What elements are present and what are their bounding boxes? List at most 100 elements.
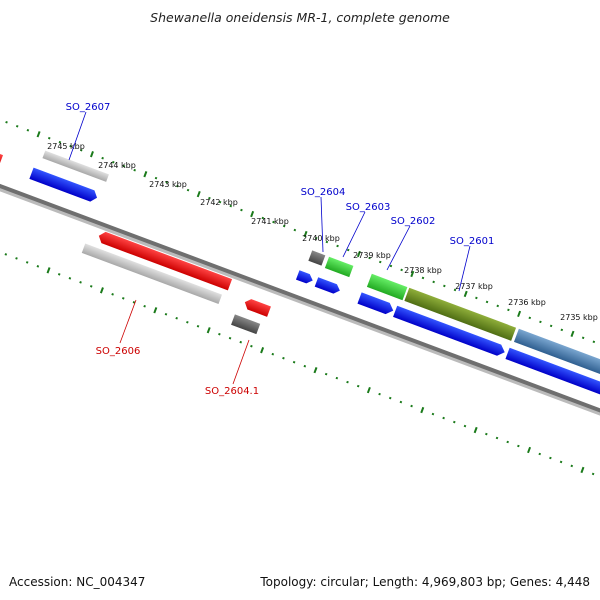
gene-label-so-2604[interactable]: SO_2604 [301, 187, 346, 198]
minor-tick [507, 308, 510, 312]
map-title: Shewanella oneidensis MR-1, complete gen… [150, 10, 450, 25]
feature-olive-forward[interactable] [404, 287, 517, 341]
minor-tick [196, 324, 200, 328]
minor-tick [453, 420, 456, 424]
feature-grey-light-forward[interactable] [42, 150, 109, 182]
major-tick [206, 327, 211, 334]
minor-tick [591, 472, 595, 476]
minor-tick [475, 296, 478, 300]
gene-label-so-2603[interactable]: SO_2603 [346, 202, 391, 213]
minor-tick [15, 257, 18, 260]
minor-tick [143, 304, 146, 308]
minor-tick [570, 464, 574, 468]
minor-tick [79, 148, 83, 152]
scale-label: 2739 kbp [353, 251, 391, 260]
minor-tick [218, 332, 221, 336]
minor-tick [15, 124, 19, 128]
feature-green-forward[interactable] [366, 273, 408, 301]
minor-tick [154, 176, 158, 180]
outer-tick-track [5, 120, 596, 344]
gene-label-so-2602[interactable]: SO_2602 [391, 216, 436, 227]
minor-tick [186, 188, 190, 192]
minor-tick [89, 285, 93, 288]
scale-label: 2740 kbp [302, 234, 340, 243]
gene-label-so-2601[interactable]: SO_2601 [450, 236, 495, 247]
minor-tick [112, 160, 115, 164]
feature-blue-arrow-small[interactable] [295, 270, 314, 285]
minor-tick [549, 456, 552, 460]
minor-tick [325, 240, 329, 244]
minor-tick [208, 196, 211, 200]
scale-label: 2741 kbp [251, 217, 289, 226]
feature-red-arrow-2604-1[interactable] [243, 297, 271, 317]
minor-tick [25, 261, 29, 264]
minor-tick [400, 268, 403, 272]
label-leaders [68, 111, 471, 385]
minor-tick [228, 336, 232, 340]
minor-tick [346, 248, 350, 252]
minor-tick [356, 384, 360, 388]
major-tick [410, 270, 415, 278]
scale-label: 2742 kbp [200, 198, 238, 207]
feature-blue-arrow-2607[interactable] [29, 167, 99, 204]
major-tick [46, 267, 51, 274]
major-tick [527, 446, 532, 454]
feature-blue-arrow-2602[interactable] [357, 292, 395, 316]
feature-grey-dark-reverse[interactable] [231, 314, 261, 335]
major-tick [570, 330, 575, 338]
minor-tick [432, 280, 435, 284]
minor-tick [443, 284, 446, 288]
minor-tick [592, 340, 596, 344]
minor-tick [495, 436, 499, 440]
minor-tick [272, 220, 275, 224]
gene-label-so-2606[interactable]: SO_2606 [96, 346, 141, 357]
feature-blue-arrow-2603[interactable] [314, 277, 342, 295]
minor-tick [335, 376, 339, 380]
minor-tick [121, 296, 125, 300]
feature-red-arrow-2606[interactable] [97, 230, 233, 291]
minor-tick [69, 144, 72, 148]
major-tick [356, 250, 361, 258]
scale-label: 2738 kbp [404, 266, 442, 275]
minor-tick [506, 440, 509, 444]
minor-tick [68, 277, 72, 280]
minor-tick [240, 208, 243, 212]
minor-tick [528, 316, 532, 320]
minor-tick [229, 204, 233, 208]
scale-label: 2737 kbp [455, 282, 493, 291]
gene-label-so-2604-1[interactable]: SO_2604.1 [205, 386, 259, 397]
major-tick [303, 230, 308, 238]
gene-label-so-2607[interactable]: SO_2607 [66, 102, 111, 113]
feature-blue-arrow-right[interactable] [505, 347, 600, 404]
inner-tick-track [4, 253, 595, 476]
feature-green-small-forward[interactable] [324, 256, 354, 278]
minor-tick [261, 216, 265, 220]
minor-tick [57, 273, 61, 276]
accession-text: Accession: NC_004347 [9, 575, 146, 589]
major-tick [420, 406, 425, 414]
minor-tick [463, 424, 467, 428]
feature-grey-light-reverse[interactable] [81, 243, 223, 304]
scale-label: 2736 kbp [508, 298, 546, 307]
minor-tick [399, 400, 403, 404]
minor-tick [368, 256, 371, 260]
minor-tick [560, 328, 564, 332]
major-tick [250, 210, 255, 218]
major-tick [517, 310, 522, 318]
major-tick [153, 307, 158, 314]
feature-red-edge-left[interactable] [0, 143, 4, 167]
minor-tick [26, 128, 30, 132]
minor-tick [496, 304, 500, 308]
minor-tick [314, 236, 318, 240]
feature-steelblue-forward[interactable] [513, 328, 600, 384]
minor-tick [292, 360, 296, 364]
minor-tick [388, 396, 392, 400]
topology-text: Topology: circular; Length: 4,969,803 bp… [260, 575, 590, 589]
minor-tick [4, 253, 8, 256]
minor-tick [282, 356, 285, 360]
minor-tick [36, 265, 40, 268]
feature-grey-dark-forward[interactable] [308, 250, 326, 266]
feature-blue-arrow-2601[interactable] [393, 305, 507, 358]
minor-tick [303, 364, 307, 368]
